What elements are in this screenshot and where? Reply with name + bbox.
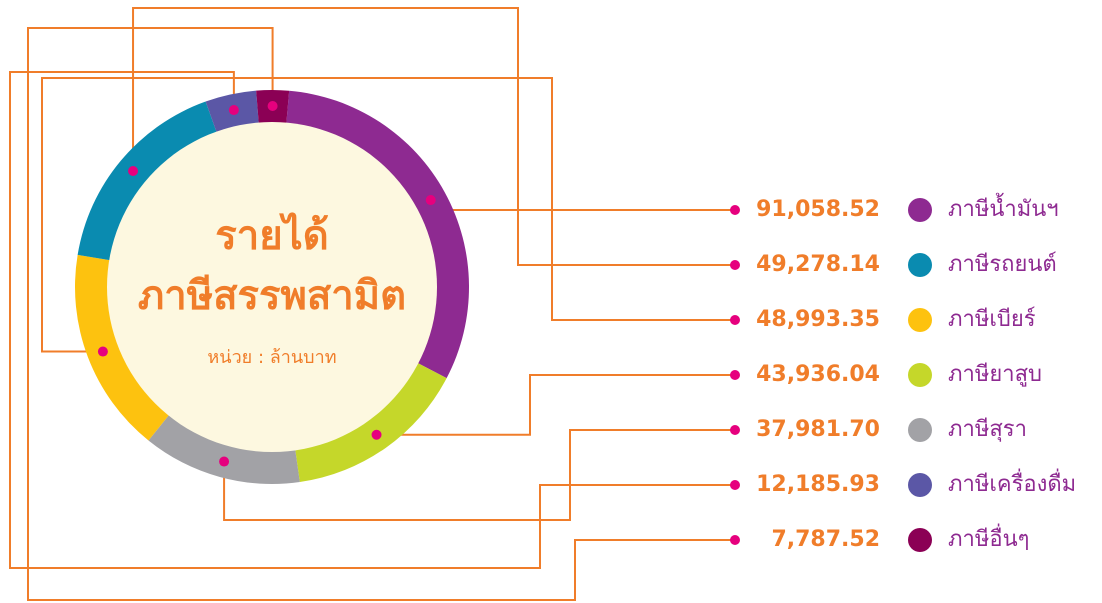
callout-dot xyxy=(97,346,108,357)
value-label: 37,981.70 xyxy=(756,417,880,442)
callout-dot xyxy=(730,425,740,435)
donut-slice xyxy=(285,90,470,379)
callout-line xyxy=(27,27,735,601)
callout-dot xyxy=(730,315,740,325)
legend-label: ภาษีสุรา xyxy=(948,417,1027,442)
legend-swatch xyxy=(908,418,932,442)
legend-label: ภาษีรถยนต์ xyxy=(948,252,1057,277)
callout-line xyxy=(41,77,735,353)
legend: 91,058.52 ภาษีน้ำมันฯ 49,278.14 ภาษีรถยนต์ 4… xyxy=(97,101,1076,552)
callout-dot xyxy=(228,105,239,116)
value-label: 48,993.35 xyxy=(756,307,880,332)
callout-line xyxy=(223,429,735,521)
callouts xyxy=(9,7,735,601)
value-label: 43,936.04 xyxy=(756,362,880,387)
callout-dot xyxy=(371,429,382,440)
callout-dot xyxy=(730,535,740,545)
callout-dot xyxy=(425,195,436,206)
legend-swatch xyxy=(908,363,932,387)
callout-line xyxy=(132,7,735,266)
legend-swatch xyxy=(908,198,932,222)
chart-title: ภาษีสรรพสามิต xyxy=(138,273,406,319)
value-label: 7,787.52 xyxy=(771,527,880,552)
value-label: 12,185.93 xyxy=(756,472,880,497)
legend-swatch xyxy=(908,528,932,552)
callout-dot xyxy=(730,370,740,380)
callout-dot xyxy=(730,480,740,490)
legend-swatch xyxy=(908,473,932,497)
callout-line xyxy=(376,374,735,436)
donut-slice xyxy=(294,361,447,483)
callout-dot xyxy=(128,166,139,177)
legend-label: ภาษีอื่นๆ xyxy=(948,523,1029,552)
callout-dot xyxy=(730,205,740,215)
legend-label: ภาษีเบียร์ xyxy=(948,307,1036,332)
donut-slice xyxy=(148,411,300,484)
chart-title: รายได้ xyxy=(215,212,328,259)
value-label: 91,058.52 xyxy=(756,197,880,222)
callout-line xyxy=(9,71,735,569)
callout-line xyxy=(429,200,735,211)
legend-label: ภาษีเครื่องดื่ม xyxy=(948,468,1076,497)
legend-label: ภาษีน้ำมันฯ xyxy=(948,193,1059,222)
donut-center xyxy=(107,122,437,452)
value-label: 49,278.14 xyxy=(756,252,880,277)
legend-label: ภาษียาสูบ xyxy=(948,362,1042,387)
callout-dot xyxy=(219,456,230,467)
legend-swatch xyxy=(908,308,932,332)
chart-subtitle: หน่วย : ล้านบาท xyxy=(207,347,336,368)
legend-swatch xyxy=(908,253,932,277)
callout-dot xyxy=(267,101,278,112)
callout-dot xyxy=(730,260,740,270)
